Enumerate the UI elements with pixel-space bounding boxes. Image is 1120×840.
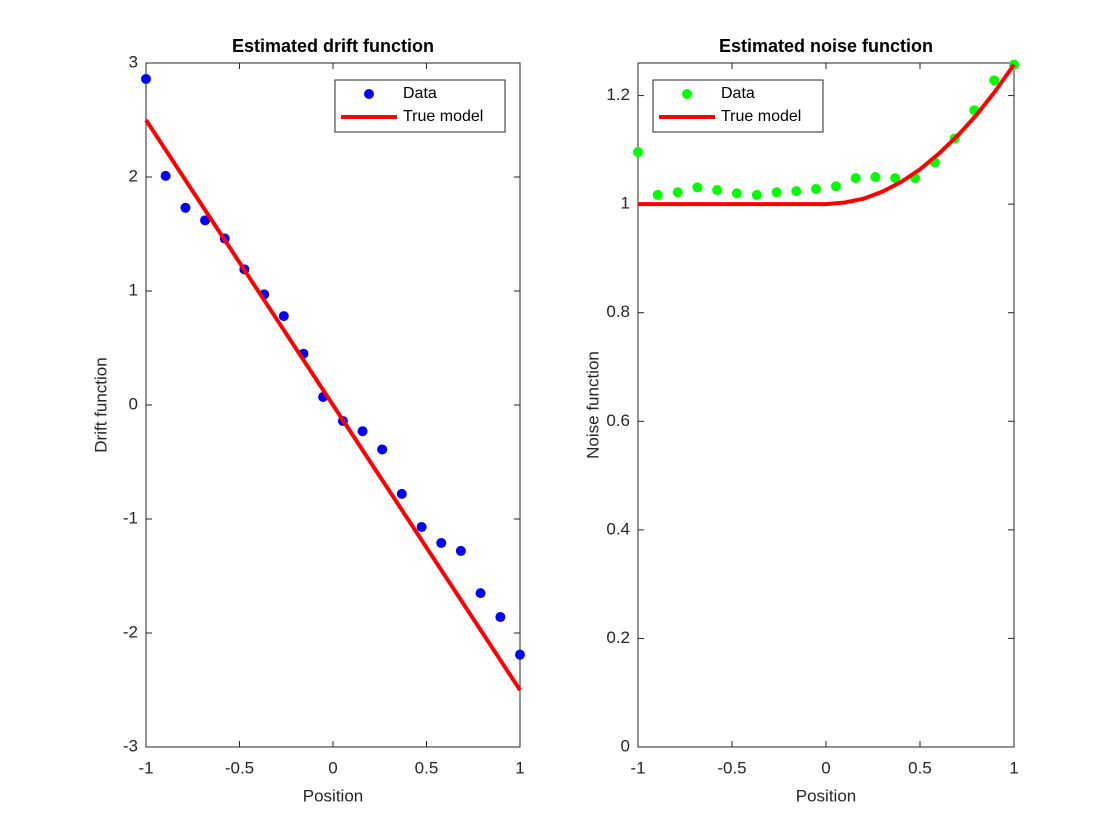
- legend: Data True model: [652, 79, 824, 133]
- x-tick-label: -0.5: [225, 758, 254, 777]
- data-point: [850, 173, 861, 184]
- data-point: [791, 186, 802, 197]
- axes: -1 -0.5 0 0.5 1 0 0.2 0.4 0.6 0.8 1 1.2 Estimated no…: [583, 36, 1019, 805]
- data-point: [633, 147, 643, 158]
- data-point: [180, 202, 191, 213]
- data-point: [731, 188, 742, 199]
- y-tick-label: -1: [123, 508, 138, 527]
- data-point: [751, 189, 762, 200]
- x-axis-label: Position: [303, 786, 363, 805]
- x-tick-label: 0: [328, 758, 337, 777]
- legend: Data True model: [334, 79, 506, 133]
- legend-marker: [364, 89, 374, 99]
- y-tick-label: 1.2: [606, 85, 630, 104]
- y-axis-label: Noise function: [583, 351, 602, 459]
- data-point: [436, 537, 447, 548]
- data-point: [377, 444, 388, 455]
- y-axis-label: Drift function: [91, 357, 110, 452]
- data-point: [672, 187, 683, 198]
- y-tick-label: 0: [621, 736, 630, 755]
- chart-title: Estimated drift function: [232, 36, 434, 56]
- model-line: [638, 63, 1016, 207]
- data-point: [811, 183, 822, 194]
- y-tick-label: 0: [129, 394, 138, 413]
- data-point: [890, 173, 901, 184]
- model-line: [144, 118, 522, 692]
- y-tick-label: 0.2: [606, 628, 630, 647]
- legend-box: [334, 79, 506, 133]
- axes: -1 -0.5 0 0.5 1 -3 -2 -1 0 1 2 3 Estimated drift fun…: [91, 36, 525, 805]
- data-point: [692, 182, 703, 193]
- x-axis-label: Position: [796, 786, 856, 805]
- data-point: [416, 521, 427, 532]
- y-tick-label: 0.4: [606, 519, 630, 538]
- legend-box: [652, 79, 824, 133]
- y-tick-label: 1: [129, 280, 138, 299]
- data-point: [141, 73, 151, 84]
- y-tick-label: 1: [621, 194, 630, 213]
- data-point: [396, 488, 407, 499]
- y-tick-label: 0.6: [606, 411, 630, 430]
- axes-box: [637, 62, 1015, 748]
- legend-label: Data: [721, 85, 755, 102]
- data-point: [870, 172, 881, 182]
- legend-label: Data: [403, 85, 437, 102]
- data-point: [200, 215, 211, 226]
- x-tick-label: 0.5: [908, 758, 932, 777]
- y-tick-label: -2: [123, 622, 138, 641]
- legend-marker: [682, 89, 692, 99]
- data-point: [357, 426, 368, 437]
- x-tick-label: 0.5: [415, 758, 439, 777]
- x-tick-label: 1: [515, 758, 524, 777]
- data-point: [160, 170, 171, 181]
- x-tick-label: 1: [1009, 758, 1018, 777]
- y-tick-label: 0.8: [606, 302, 630, 321]
- data-point: [989, 75, 1000, 86]
- data-point: [712, 185, 723, 196]
- data-point: [455, 545, 466, 556]
- data-point: [771, 187, 782, 198]
- data-point: [652, 189, 663, 200]
- legend-label: True model: [721, 108, 801, 125]
- y-tick-label: 2: [129, 166, 138, 185]
- legend-label: True model: [403, 108, 483, 125]
- y-tick-label: 3: [129, 52, 138, 71]
- data-point: [475, 588, 486, 599]
- x-tick-label: -0.5: [717, 758, 746, 777]
- x-tick-label: -1: [630, 758, 645, 777]
- y-tick-label: -3: [123, 736, 138, 755]
- data-point: [495, 612, 506, 623]
- x-tick-label: -1: [138, 758, 153, 777]
- chart-title: Estimated noise function: [719, 36, 933, 56]
- data-point: [515, 649, 525, 660]
- x-tick-label: 0: [821, 758, 830, 777]
- data-point: [278, 311, 289, 322]
- data-point: [830, 181, 841, 192]
